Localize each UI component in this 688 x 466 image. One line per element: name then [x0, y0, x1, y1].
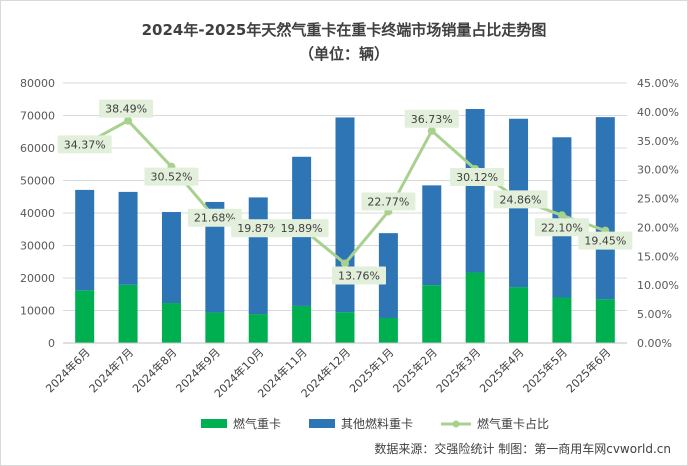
share-data-label-box: [187, 208, 242, 227]
bar-gas: [118, 284, 138, 343]
bar-gas: [378, 317, 398, 343]
legend-other-swatch: [309, 419, 335, 428]
share-data-label: 30.12%: [456, 171, 498, 184]
share-point: [124, 116, 133, 125]
y-right-tick-label: 5.00%: [637, 308, 672, 321]
share-data-label-box: [274, 219, 329, 238]
share-data-label: 19.87%: [237, 222, 279, 235]
share-data-label-box: [144, 167, 199, 186]
share-data-label-box: [57, 135, 112, 154]
bar-gas: [161, 303, 181, 343]
bar-other: [422, 185, 442, 286]
y-right-tick-label: 15.00%: [637, 250, 679, 263]
bar-gas: [595, 299, 615, 343]
bar-other: [465, 109, 485, 273]
y-left-tick-label: 50000: [20, 175, 55, 188]
bar-gas: [292, 305, 312, 343]
share-data-label-box: [534, 218, 589, 237]
y-left-tick-label: 40000: [20, 207, 55, 220]
share-point: [341, 259, 349, 268]
share-data-label-box: [404, 109, 459, 128]
share-data-label: 21.68%: [194, 212, 236, 225]
bar-gas: [205, 312, 225, 343]
legend-share-marker: [452, 420, 460, 428]
bar-gas: [552, 297, 572, 343]
bar-gas: [75, 290, 95, 343]
y-left-tick-label: 60000: [20, 142, 55, 155]
share-data-label-box: [231, 219, 286, 238]
bar-gas: [422, 285, 442, 343]
bar-other: [75, 189, 95, 291]
share-data-label-box: [578, 231, 633, 250]
share-data-label-box: [361, 192, 416, 211]
bar-other: [118, 191, 138, 285]
x-tick-label: 2025年5月: [520, 345, 570, 395]
y-right-tick-label: 30.00%: [637, 164, 679, 177]
y-right-tick-label: 35.00%: [637, 135, 679, 148]
bar-gas: [509, 287, 529, 343]
share-data-label: 19.45%: [584, 235, 626, 248]
y-left-tick-label: 20000: [20, 272, 55, 285]
legend-gas-label: 燃气重卡: [233, 416, 281, 431]
share-data-label-box: [493, 190, 548, 209]
y-right-tick-label: 40.00%: [637, 106, 679, 119]
bar-gas: [335, 312, 355, 343]
bar-other: [248, 197, 268, 315]
bar-other: [161, 212, 181, 304]
chart-subtitle: （单位：辆）: [298, 45, 389, 63]
legend-gas-swatch: [201, 419, 227, 428]
share-data-label: 38.49%: [105, 103, 147, 116]
share-data-label-box: [332, 266, 386, 285]
x-tick-label: 2025年2月: [390, 345, 440, 395]
y-left-tick-label: 70000: [20, 110, 55, 123]
x-tick-label: 2025年4月: [476, 345, 526, 395]
y-right-tick-label: 10.00%: [637, 279, 679, 292]
x-tick-label: 2025年3月: [433, 345, 483, 395]
x-tick-label: 2024年6月: [43, 345, 93, 395]
share-data-label: 24.86%: [500, 193, 542, 206]
x-tick-label: 2024年8月: [129, 345, 179, 395]
y-left-tick-label: 80000: [20, 77, 55, 90]
bar-gas: [465, 272, 485, 343]
bar-other: [335, 117, 355, 313]
bar-other: [595, 117, 615, 300]
legend-share-label: 燃气重卡占比: [477, 416, 549, 431]
bar-other: [378, 233, 398, 318]
share-data-label: 19.89%: [281, 222, 323, 235]
y-left-tick-label: 0: [48, 337, 55, 350]
data-source-note: 数据来源：交强险统计 制图：第一商用车网cvworld.cn: [374, 442, 671, 456]
share-data-label: 30.52%: [150, 171, 192, 184]
share-data-label: 34.37%: [64, 138, 106, 151]
x-tick-label: 2025年6月: [563, 345, 613, 395]
y-right-tick-label: 20.00%: [637, 221, 679, 234]
share-data-label: 22.77%: [367, 195, 409, 208]
bar-gas: [248, 314, 268, 343]
share-data-label-box: [450, 167, 505, 186]
y-right-tick-label: 25.00%: [637, 193, 679, 206]
chart-title: 2024年-2025年天然气重卡在重卡终端市场销量占比走势图: [141, 21, 547, 39]
y-right-tick-label: 45.00%: [637, 77, 679, 90]
bar-other: [205, 201, 225, 313]
y-left-tick-label: 10000: [20, 305, 55, 318]
y-left-tick-label: 30000: [20, 240, 55, 253]
share-point: [427, 126, 436, 135]
share-point: [557, 211, 566, 220]
x-tick-label: 2025年1月: [346, 345, 396, 395]
share-data-label: 13.76%: [338, 269, 380, 282]
share-data-label: 36.73%: [411, 113, 453, 126]
share-data-label: 22.10%: [541, 221, 583, 234]
x-tick-label: 2024年7月: [86, 345, 136, 395]
y-right-tick-label: 0.00%: [637, 337, 672, 350]
legend-other-label: 其他燃料重卡: [341, 416, 413, 431]
share-data-label-box: [99, 99, 154, 118]
